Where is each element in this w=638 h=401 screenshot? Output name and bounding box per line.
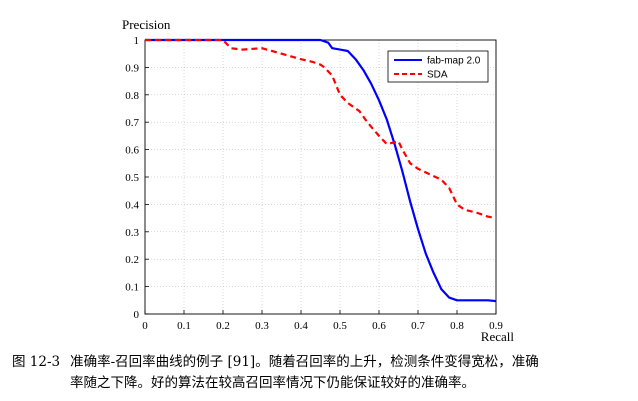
series-line-fab-map <box>145 38 497 303</box>
series-layer <box>145 38 497 303</box>
y-tick-label: 0.7 <box>125 117 139 129</box>
x-tick-label: 0.2 <box>216 320 230 332</box>
x-tick-label: 0.9 <box>489 320 503 332</box>
caption-label: 图 12-3 <box>12 354 61 370</box>
figure-caption: 图 12-3 准确率-召回率曲线的例子 [91]。随着召回率的上升，检测条件变得宽… <box>12 352 632 394</box>
y-tick-labels: 0 0.1 0.2 0.3 0.4 0.5 0.6 0.7 0.8 0.9 1 <box>125 35 139 321</box>
caption-line-2: 率随之下降。好的算法在较高召回率情况下仍能保证较好的准确率。 <box>70 375 475 391</box>
y-tick-label: 0.9 <box>125 62 139 74</box>
y-tick-label: 0.1 <box>125 282 139 294</box>
y-tick-label: 0.6 <box>125 145 139 157</box>
x-tick-label: 0.7 <box>411 320 425 332</box>
x-tick-label: 0.8 <box>450 320 464 332</box>
legend-box <box>387 50 489 83</box>
y-tick-label: 0.5 <box>125 172 139 184</box>
x-tick-label: 0.4 <box>294 320 308 332</box>
series-line-sda <box>145 38 497 220</box>
y-tick-label: 0 <box>134 309 140 321</box>
x-axis-title: Recall <box>481 329 515 344</box>
x-tick-label: 0.6 <box>372 320 386 332</box>
x-tick-label: 0.3 <box>255 320 269 332</box>
y-tick-label: 0.8 <box>125 90 139 102</box>
legend: fab-map 2.0 SDA <box>387 50 489 83</box>
gridlines <box>145 40 496 314</box>
precision-recall-chart: 0 0.1 0.2 0.3 0.4 0.5 0.6 0.7 0.8 0.9 00.10.20.30… <box>122 17 515 344</box>
x-tick-label: 0 <box>142 320 148 332</box>
caption-line-1: 准确率-召回率曲线的例子 [91]。随着召回率的上升，检测条件变得宽松，准确 <box>70 354 539 370</box>
x-tick-label: 0.5 <box>333 320 347 332</box>
y-tick-label: 0.4 <box>125 199 139 211</box>
y-tick-label: 1 <box>134 35 140 47</box>
x-tick-label: 0.1 <box>177 320 191 332</box>
x-tick-labels: 0 0.1 0.2 0.3 0.4 0.5 0.6 0.7 0.8 0.9 <box>142 320 503 332</box>
y-tick-label: 0.3 <box>125 227 139 239</box>
y-axis-title: Precision <box>122 17 171 32</box>
legend-label-sda: SDA <box>427 70 448 81</box>
y-tick-label: 0.2 <box>125 254 139 266</box>
legend-label-fab-map: fab-map 2.0 <box>427 56 481 67</box>
